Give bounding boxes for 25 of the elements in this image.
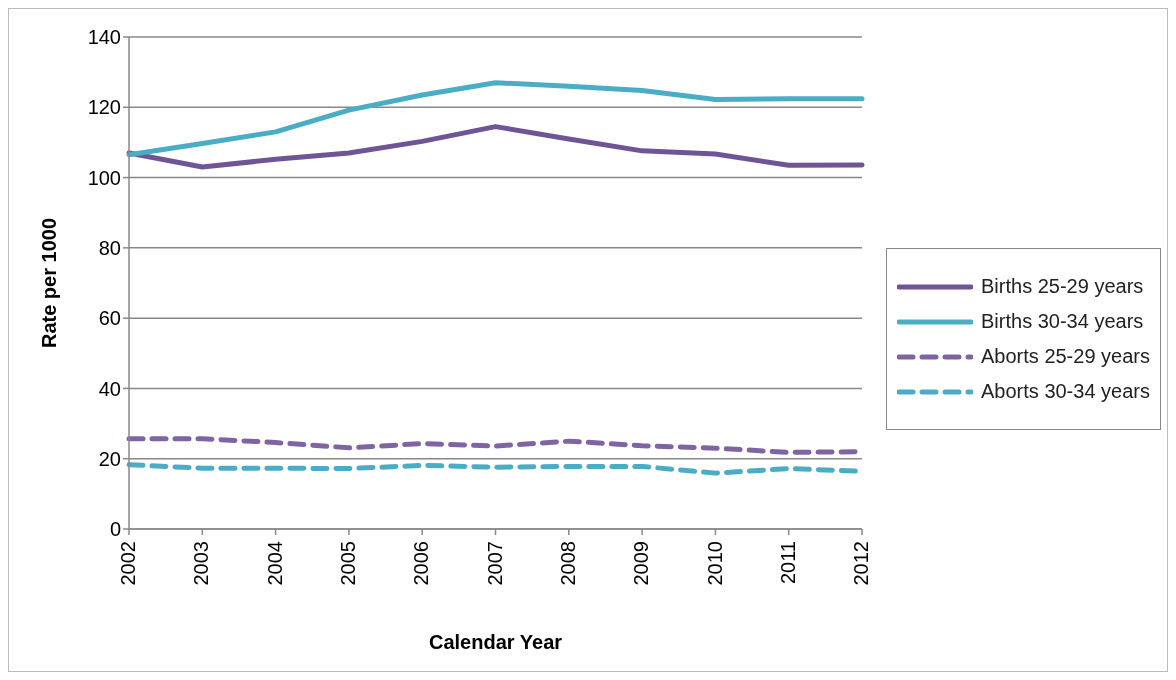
y-tick-label: 60 <box>98 307 121 330</box>
y-tick-label: 20 <box>98 447 121 470</box>
x-tick-label: 2012 <box>850 541 873 586</box>
x-tick-label: 2003 <box>190 541 213 586</box>
legend-label: Aborts 30-34 years <box>981 380 1150 403</box>
x-tick-label: 2011 <box>776 541 799 585</box>
x-tick-label: 2009 <box>630 541 653 586</box>
legend-label: Births 25-29 years <box>981 275 1144 298</box>
y-tick-label: 0 <box>109 518 121 541</box>
y-tick-label: 120 <box>87 96 121 119</box>
y-tick-label: 80 <box>98 236 121 259</box>
x-tick-label: 2006 <box>410 541 433 586</box>
x-axis-title: Calendar Year <box>428 631 563 653</box>
x-tick-label: 2002 <box>117 541 140 586</box>
y-axis-title: Rate per 1000 <box>38 217 61 349</box>
y-tick-label: 100 <box>87 166 121 189</box>
x-tick-label: 2007 <box>483 541 506 586</box>
legend-label: Births 30-34 years <box>981 310 1144 333</box>
x-tick-label: 2010 <box>703 541 726 586</box>
y-tick-label: 40 <box>98 377 121 400</box>
x-tick-label: 2005 <box>337 541 360 586</box>
x-tick-label: 2004 <box>263 541 286 586</box>
legend-label: Aborts 25-29 years <box>981 345 1150 368</box>
x-tick-label: 2008 <box>557 541 580 586</box>
y-tick-label: 140 <box>87 26 121 49</box>
